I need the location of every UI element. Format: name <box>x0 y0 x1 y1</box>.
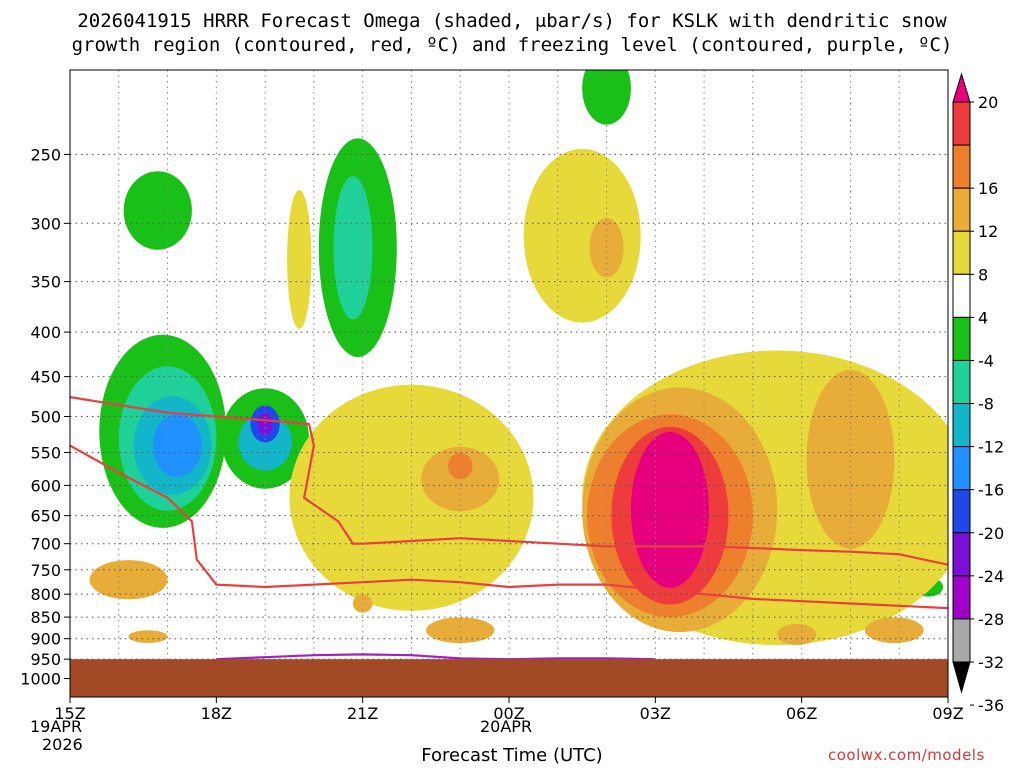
y-tick-label-350: 350 <box>30 273 61 292</box>
x-tick-label-06Z: 06Z <box>786 704 817 723</box>
colorbar-block-5 <box>952 316 971 361</box>
colorbar-label--12: -12 <box>978 438 1004 457</box>
y-tick-label-650: 650 <box>30 507 61 526</box>
colorbar-label--32: -32 <box>978 653 1004 672</box>
colorbar-label--4: -4 <box>978 351 994 370</box>
x-tick-label-00Z: 00Z <box>493 704 524 723</box>
omega-region-27 <box>89 560 168 600</box>
y-tick-label-450: 450 <box>30 368 61 387</box>
y-tick-label-900: 900 <box>30 630 61 649</box>
colorbar-label--24: -24 <box>978 567 1004 586</box>
x-date-label-start-line1: 19APR <box>30 717 83 736</box>
omega-region-21 <box>630 431 709 588</box>
y-tick-label-300: 300 <box>30 214 61 233</box>
colorbar-label-12: 12 <box>978 222 998 241</box>
dendritic-upper-contour <box>70 396 948 566</box>
x-date-label-start-line2: 2026 <box>42 735 83 754</box>
colorbar-block-7 <box>952 403 971 448</box>
y-tick-label-600: 600 <box>30 476 61 495</box>
omega-region-10 <box>257 412 273 436</box>
colorbar: 20 16 12 8 4 -4 -8 -12 -16 -20 -24 -28 -32 -36 <box>952 72 1004 715</box>
omega-region-29 <box>777 623 817 646</box>
omega-shading-layer <box>89 70 948 646</box>
omega-region-6 <box>152 413 202 478</box>
colorbar-block-12 <box>952 618 971 663</box>
colorbar-label--16: -16 <box>978 481 1004 500</box>
y-tick-label-850: 850 <box>30 608 61 627</box>
y-axis: 250 300 350 400 450 500 550 600 650 700 750 800 850 9… <box>20 145 70 689</box>
omega-region-30 <box>865 617 924 644</box>
omega-region-15 <box>589 218 624 278</box>
x-axis: 15Z 18Z 21Z 00Z 03Z 06Z 09Z <box>54 697 964 723</box>
colorbar-label-20: 20 <box>978 93 998 112</box>
y-tick-label-250: 250 <box>30 145 61 164</box>
colorbar-label--8: -8 <box>978 395 994 414</box>
y-tick-label-550: 550 <box>30 444 61 463</box>
colorbar-block-3 <box>952 230 971 275</box>
x-tick-label-03Z: 03Z <box>640 704 671 723</box>
omega-region-0 <box>123 171 192 250</box>
colorbar-label--36: -36 <box>978 696 1004 715</box>
x-date-label-midnight: 20APR <box>480 718 532 736</box>
chart-title-line-1: 2026041915 HRRR Forecast Omega (shaded, … <box>77 10 947 32</box>
colorbar-label-4: 4 <box>978 308 988 327</box>
omega-region-28 <box>128 630 168 643</box>
omega-region-22 <box>806 369 895 549</box>
omega-region-23 <box>289 384 534 611</box>
colorbar-block-10 <box>952 532 971 577</box>
x-tick-label-15Z: 15Z <box>54 704 85 723</box>
omega-region-14 <box>523 148 641 323</box>
omega-region-2 <box>333 175 373 320</box>
colorbar-label--28: -28 <box>978 610 1004 629</box>
colorbar-block-1 <box>952 144 971 189</box>
colorbar-label-16: 16 <box>978 179 998 198</box>
credit-text: coolwx.com/models <box>828 746 985 764</box>
omega-region-16 <box>287 189 312 329</box>
ground-layer <box>70 659 948 697</box>
y-tick-label-750: 750 <box>30 561 61 580</box>
x-date-label-midnight-line1: 20APR <box>480 717 533 736</box>
freezing-level-contour <box>216 653 656 661</box>
y-tick-label-950: 950 <box>30 650 61 669</box>
x-tick-label-21Z: 21Z <box>347 704 378 723</box>
y-tick-label-700: 700 <box>30 535 61 554</box>
colorbar-top-arrow <box>952 72 971 103</box>
omega-region-26 <box>426 617 495 644</box>
ground-fill <box>70 659 948 697</box>
x-tick-label-18Z: 18Z <box>201 704 232 723</box>
x-axis-title: Forecast Time (UTC) <box>421 745 603 766</box>
colorbar-label-8: 8 <box>978 265 988 284</box>
colorbar-block-11 <box>952 575 971 620</box>
omega-region-11 <box>582 70 631 125</box>
colorbar-block-8 <box>952 446 971 491</box>
grid-lines <box>70 70 948 697</box>
colorbar-block-0 <box>952 101 971 146</box>
colorbar-block-4 <box>952 273 971 318</box>
colorbar-block-9 <box>952 489 971 534</box>
colorbar-bottom-arrow <box>952 661 971 694</box>
y-tick-label-500: 500 <box>30 407 61 426</box>
x-tick-label-09Z: 09Z <box>932 704 963 723</box>
chart-title-line-2: growth region (contoured, red, ºC) and f… <box>71 34 953 56</box>
colorbar-block-2 <box>952 187 971 232</box>
y-tick-label-400: 400 <box>30 323 61 342</box>
y-tick-label-1000: 1000 <box>20 670 61 689</box>
colorbar-label--20: -20 <box>978 524 1004 543</box>
contour-layer <box>70 396 948 661</box>
dendritic-lower-contour <box>70 444 948 610</box>
colorbar-block-6 <box>952 359 971 405</box>
x-date-label-start: 19APR 2026 <box>30 718 83 754</box>
y-tick-label-800: 800 <box>30 585 61 604</box>
